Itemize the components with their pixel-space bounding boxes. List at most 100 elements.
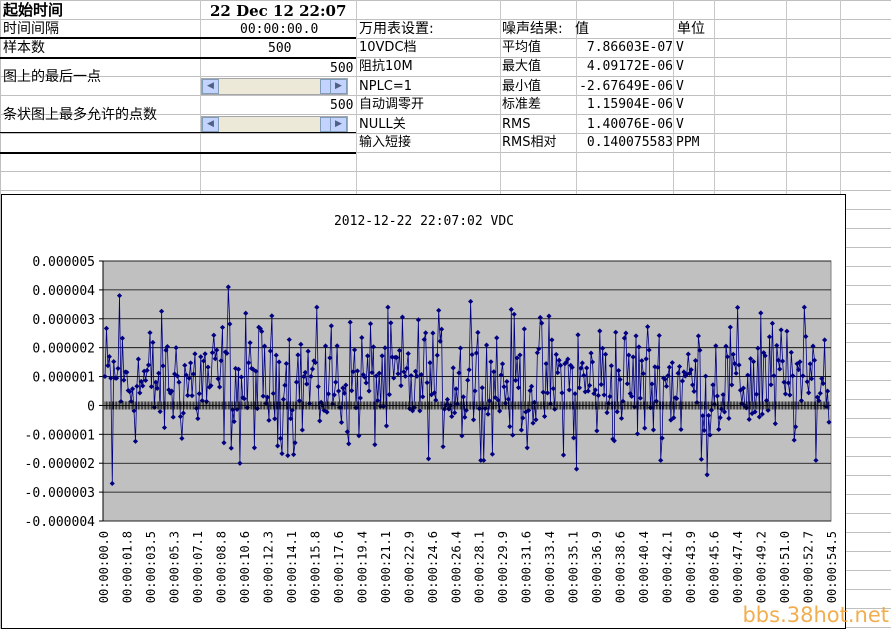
data-point bbox=[173, 345, 179, 351]
data-point bbox=[333, 379, 339, 385]
data-point bbox=[479, 385, 485, 391]
data-point bbox=[314, 304, 320, 310]
data-point bbox=[346, 441, 352, 447]
data-point bbox=[272, 416, 278, 422]
data-point bbox=[520, 415, 526, 421]
last-point-scrollbar[interactable]: ◀ ▶ bbox=[201, 78, 348, 95]
start-time-value[interactable]: 22 Dec 12 22:07 bbox=[210, 2, 347, 20]
data-point bbox=[565, 356, 571, 362]
x-tick-label: 00:00:52.7 bbox=[802, 531, 816, 603]
data-point bbox=[530, 420, 536, 426]
data-point bbox=[668, 417, 674, 423]
data-point bbox=[111, 358, 117, 365]
data-point bbox=[404, 365, 410, 371]
setting-item[interactable]: 10VDC档 bbox=[359, 40, 417, 55]
data-point bbox=[143, 377, 149, 384]
data-point bbox=[727, 324, 733, 330]
y-tick-label: 0.000001 bbox=[32, 371, 95, 386]
interval-value[interactable]: 00:00:00.0 bbox=[240, 22, 319, 37]
data-point bbox=[549, 337, 555, 343]
data-point bbox=[334, 343, 340, 349]
data-point bbox=[362, 374, 368, 380]
data-point bbox=[617, 376, 623, 383]
data-point bbox=[723, 343, 729, 349]
data-point bbox=[105, 363, 111, 369]
result-unit: V bbox=[676, 97, 684, 112]
last-point-value[interactable]: 500 bbox=[330, 61, 354, 76]
x-tick-label: 00:00:31.6 bbox=[520, 531, 534, 603]
data-point bbox=[466, 367, 472, 373]
data-point bbox=[678, 426, 684, 433]
data-point bbox=[793, 424, 799, 430]
interval-label: 时间间隔 bbox=[3, 21, 59, 37]
data-point bbox=[436, 307, 442, 314]
data-point bbox=[196, 391, 202, 397]
setting-item[interactable]: NPLC=1 bbox=[359, 79, 413, 94]
x-tick-label: 00:00:08.8 bbox=[214, 531, 228, 603]
data-point bbox=[243, 310, 249, 316]
result-value[interactable]: 1.15904E-06 bbox=[586, 97, 673, 112]
result-name: 最大值 bbox=[502, 59, 542, 74]
result-value[interactable]: 4.09172E-06 bbox=[586, 59, 673, 74]
arrow-right-icon[interactable]: ▶ bbox=[330, 79, 347, 94]
samples-value[interactable]: 500 bbox=[268, 41, 292, 56]
data-point bbox=[675, 370, 681, 376]
data-point bbox=[394, 354, 400, 361]
data-point bbox=[585, 388, 591, 394]
data-point bbox=[656, 332, 662, 339]
max-points-scrollbar[interactable]: ◀ ▶ bbox=[201, 116, 348, 133]
data-point bbox=[343, 382, 349, 388]
data-point bbox=[517, 352, 523, 358]
data-point bbox=[195, 415, 201, 422]
data-point bbox=[235, 366, 242, 372]
data-point bbox=[449, 413, 455, 420]
data-point bbox=[569, 364, 575, 370]
data-point bbox=[794, 361, 800, 367]
data-point bbox=[817, 390, 823, 396]
setting-item[interactable]: 阻抗10M bbox=[359, 59, 413, 74]
setting-item[interactable]: NULL关 bbox=[359, 117, 406, 132]
data-point bbox=[335, 388, 342, 394]
result-value[interactable]: -2.67649E-06 bbox=[579, 79, 673, 94]
data-point bbox=[360, 372, 366, 378]
last-point-label: 图上的最后一点 bbox=[3, 69, 101, 85]
data-point bbox=[759, 411, 765, 417]
arrow-right-icon[interactable]: ▶ bbox=[330, 117, 347, 132]
start-time-label: 起始时间 bbox=[3, 1, 64, 19]
data-point bbox=[714, 393, 720, 399]
data-point bbox=[533, 417, 539, 423]
data-point bbox=[134, 383, 140, 389]
data-point bbox=[186, 375, 192, 381]
setting-item[interactable]: 输入短接 bbox=[359, 135, 412, 150]
data-point bbox=[756, 414, 762, 420]
data-point bbox=[468, 298, 474, 305]
data-point bbox=[602, 351, 609, 357]
data-point bbox=[341, 390, 347, 396]
setting-item[interactable]: 自动调零开 bbox=[359, 97, 425, 112]
result-name: 平均值 bbox=[502, 40, 542, 55]
data-point bbox=[521, 326, 527, 332]
data-point bbox=[279, 450, 285, 457]
data-point bbox=[507, 423, 513, 430]
max-points-value[interactable]: 500 bbox=[330, 98, 354, 113]
data-point bbox=[145, 362, 152, 368]
data-point bbox=[729, 382, 735, 388]
y-tick-label: -0.000002 bbox=[25, 457, 95, 472]
data-point bbox=[488, 359, 494, 365]
divider bbox=[0, 132, 356, 133]
data-point bbox=[264, 394, 271, 400]
max-points-label: 条状图上最多允许的点数 bbox=[3, 107, 157, 123]
result-value[interactable]: 1.40076E-06 bbox=[586, 117, 673, 132]
data-point bbox=[427, 360, 433, 366]
arrow-left-icon[interactable]: ◀ bbox=[202, 117, 219, 132]
noise-chart[interactable]: 2012-12-22 22:07:02 VDC 0.000005 0.000004 0… bbox=[1, 194, 846, 629]
result-unit: V bbox=[676, 59, 684, 74]
x-tick-label: 00:00:36.9 bbox=[590, 531, 604, 603]
result-value[interactable]: 0.140075583 bbox=[586, 135, 673, 150]
data-point bbox=[613, 329, 619, 335]
data-point bbox=[286, 337, 292, 343]
arrow-left-icon[interactable]: ◀ bbox=[202, 79, 219, 94]
data-point bbox=[720, 392, 726, 398]
result-value[interactable]: 7.86603E-07 bbox=[586, 40, 673, 55]
data-point bbox=[498, 372, 504, 378]
